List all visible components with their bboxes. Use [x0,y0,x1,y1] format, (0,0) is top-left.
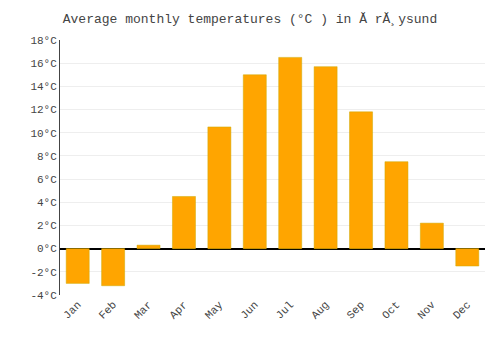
svg-text:4°C: 4°C [37,197,57,209]
svg-text:-4°C: -4°C [30,290,57,302]
svg-text:May: May [203,299,226,322]
svg-text:Feb: Feb [97,299,119,321]
svg-text:-2°C: -2°C [30,267,57,279]
svg-text:6°C: 6°C [37,174,57,186]
svg-text:8°C: 8°C [37,151,57,163]
svg-text:Jul: Jul [274,299,296,321]
svg-text:Oct: Oct [380,299,402,321]
svg-text:Apr: Apr [167,299,189,321]
svg-text:Sep: Sep [345,299,367,321]
svg-text:0°C: 0°C [37,243,57,255]
svg-text:14°C: 14°C [30,81,57,93]
svg-text:Mar: Mar [132,299,154,321]
svg-text:10°C: 10°C [30,128,57,140]
svg-text:Nov: Nov [415,299,438,322]
svg-text:12°C: 12°C [30,104,57,116]
svg-text:Dec: Dec [451,299,473,321]
svg-text:18°C: 18°C [30,35,57,47]
svg-text:2°C: 2°C [37,220,57,232]
svg-text:Average monthly temperatures (: Average monthly temperatures (°C ) in Ă … [63,12,437,27]
svg-text:16°C: 16°C [30,58,57,70]
svg-text:Jun: Jun [238,299,260,321]
svg-text:Aug: Aug [309,299,331,321]
svg-text:Jan: Jan [61,299,83,321]
